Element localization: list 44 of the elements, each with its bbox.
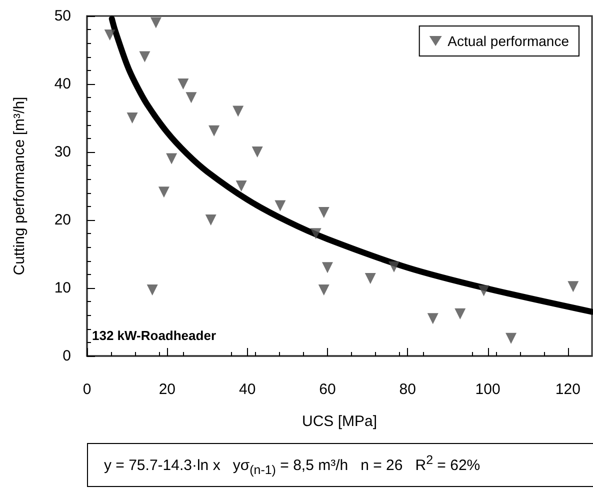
point	[454, 308, 466, 320]
x-tick-label: 120	[555, 381, 580, 398]
x-tick-label: 60	[319, 381, 336, 398]
y-tick-label: 0	[62, 348, 71, 364]
y-tick-label: 30	[54, 144, 71, 160]
point	[364, 272, 376, 284]
x-tick-label: 0	[82, 381, 92, 398]
point	[478, 285, 490, 296]
point	[186, 92, 197, 104]
y-tick-label: 20	[54, 212, 71, 228]
point	[568, 281, 579, 292]
point	[318, 207, 330, 218]
annotation: 132 kW-Roadheader	[92, 328, 216, 343]
point	[252, 146, 263, 158]
x-tick-label: 80	[399, 381, 416, 398]
point	[274, 200, 286, 212]
point	[158, 186, 170, 198]
point	[139, 51, 150, 62]
point	[150, 17, 162, 28]
x-axis-title: UCS [MPa]	[302, 413, 378, 430]
point	[146, 284, 158, 296]
y-tick-label: 10	[54, 280, 71, 296]
y-tick-label: 50	[54, 8, 71, 24]
point	[104, 30, 116, 41]
point	[205, 214, 216, 226]
x-tick-label: 20	[158, 381, 176, 398]
point	[427, 313, 438, 324]
point	[166, 153, 178, 164]
text: y = 75.7-14.3·ln x yσ$_{(n-1)}$ = 8,5 m³/h n = 26 R$^{2}$ = 62%	[87, 443, 593, 487]
point	[322, 262, 333, 274]
x-tick-label: 100	[475, 381, 500, 398]
point	[318, 284, 330, 296]
point	[388, 261, 400, 272]
x-tick-label: 40	[238, 381, 256, 398]
y-tick-label: 40	[54, 76, 71, 92]
y-axis-title: Cutting performance [m³/h]	[11, 96, 28, 276]
point	[178, 78, 189, 90]
point	[310, 228, 322, 240]
point	[208, 125, 220, 136]
point	[232, 106, 244, 117]
legend-label: Actual performance	[448, 33, 570, 49]
point	[236, 180, 247, 192]
point	[126, 112, 138, 124]
point	[506, 332, 517, 344]
